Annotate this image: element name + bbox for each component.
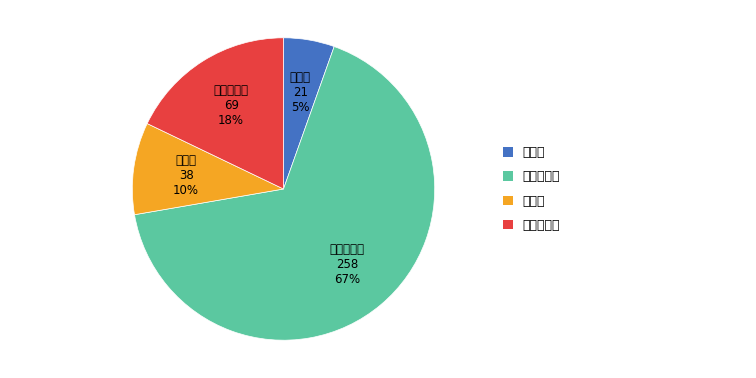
Text: わからない
69
18%: わからない 69 18%	[214, 84, 249, 127]
Wedge shape	[135, 46, 435, 340]
Wedge shape	[132, 124, 284, 215]
Wedge shape	[147, 38, 284, 189]
Text: 増えた
21
5%: 増えた 21 5%	[290, 71, 311, 114]
Wedge shape	[284, 38, 334, 189]
Text: 減った
38
10%: 減った 38 10%	[173, 154, 199, 197]
Text: 同じぐらい
258
67%: 同じぐらい 258 67%	[330, 243, 364, 286]
Legend: 増えた, 同じぐらい, 減った, わからない: 増えた, 同じぐらい, 減った, わからない	[497, 141, 565, 237]
